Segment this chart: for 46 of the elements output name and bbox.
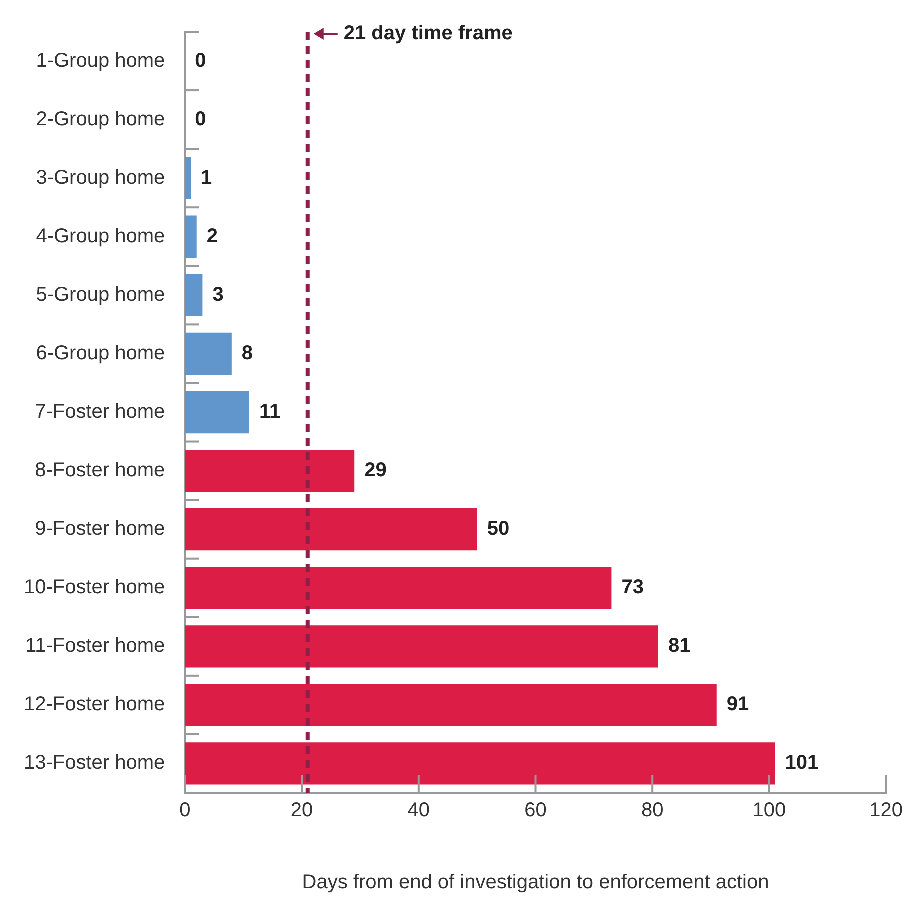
data-label: 3 bbox=[212, 284, 224, 306]
y-tick-label: 7-Foster home bbox=[35, 401, 166, 424]
data-label: 73 bbox=[622, 576, 644, 599]
data-label: 91 bbox=[726, 694, 750, 716]
ref-line-label: 21 day time frame bbox=[344, 22, 513, 45]
y-tick-label: 4-Group home bbox=[36, 225, 166, 248]
data-label: 8 bbox=[242, 342, 254, 364]
y-tick-label: 10-Foster home bbox=[24, 576, 166, 599]
x-tick-label: 120 bbox=[870, 800, 904, 822]
bar bbox=[185, 157, 192, 200]
y-tick-label: 8-Foster home bbox=[35, 460, 166, 482]
y-tick-label: 9-Foster home bbox=[35, 518, 166, 540]
x-tick-label: 100 bbox=[752, 800, 786, 822]
data-label: 11 bbox=[259, 401, 281, 424]
y-tick-label: 3-Group home bbox=[36, 166, 166, 189]
bar bbox=[185, 567, 612, 610]
bar bbox=[185, 684, 717, 726]
data-label: 29 bbox=[364, 460, 387, 482]
y-tick-label: 5-Group home bbox=[36, 284, 166, 306]
bar bbox=[185, 391, 250, 434]
data-label: 50 bbox=[487, 518, 510, 540]
x-tick-label: 0 bbox=[180, 800, 191, 822]
x-tick-label: 60 bbox=[524, 800, 547, 822]
data-label: 2 bbox=[206, 225, 218, 248]
x-axis-title: Days from end of investigation to enforcement action bbox=[302, 872, 770, 894]
bar bbox=[185, 274, 203, 316]
data-label: 101 bbox=[785, 752, 819, 774]
data-label: 1 bbox=[201, 166, 212, 189]
data-label: 81 bbox=[668, 635, 691, 658]
bar bbox=[185, 626, 658, 668]
bar bbox=[185, 332, 232, 376]
y-tick-label: 12-Foster home bbox=[24, 694, 166, 716]
x-tick-label: 40 bbox=[408, 800, 430, 822]
y-tick-label: 2-Group home bbox=[36, 108, 166, 130]
x-tick-label: 20 bbox=[290, 800, 314, 822]
bar bbox=[185, 742, 776, 785]
data-label: 0 bbox=[195, 50, 206, 72]
y-tick-label: 1-Group home bbox=[36, 50, 166, 72]
data-label: 0 bbox=[195, 108, 206, 130]
x-tick-label: 80 bbox=[641, 800, 664, 822]
y-tick-label: 6-Group home bbox=[36, 342, 166, 364]
y-tick-label: 11-Foster home bbox=[25, 635, 166, 658]
bar bbox=[185, 508, 478, 551]
bar bbox=[185, 216, 197, 258]
bar bbox=[185, 450, 355, 492]
y-tick-label: 13-Foster home bbox=[24, 752, 166, 774]
